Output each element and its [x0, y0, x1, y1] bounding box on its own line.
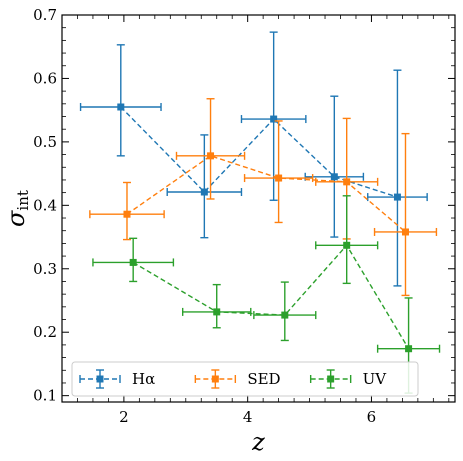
data-point	[393, 193, 401, 201]
series-line	[132, 244, 410, 350]
x-axis-label: z	[251, 428, 265, 456]
x-tick-label: 2	[119, 408, 129, 426]
data-point	[207, 152, 215, 160]
y-tick-label: 0.7	[33, 6, 57, 24]
legend-label: SED	[247, 370, 280, 388]
y-axis-label-symbol: σ	[2, 210, 30, 227]
y-axis-label: σint	[2, 190, 32, 227]
legend-marker	[327, 375, 335, 383]
legend: Hα SED UV	[71, 361, 419, 397]
data-point	[405, 345, 413, 353]
y-tick-label: 0.1	[33, 387, 57, 405]
data-point	[401, 228, 409, 236]
legend-marker	[96, 375, 104, 383]
legend-item: UV	[309, 369, 388, 389]
y-tick-label: 0.3	[33, 260, 57, 278]
data-point	[213, 308, 221, 316]
series-line	[126, 155, 406, 233]
series-line	[120, 106, 398, 198]
data-point	[275, 174, 283, 182]
data-point	[117, 103, 125, 111]
legend-item: Hα	[79, 369, 155, 389]
legend-marker	[211, 375, 219, 383]
axes-frame	[61, 14, 456, 403]
legend-label: Hα	[132, 370, 155, 388]
data-point	[123, 210, 131, 218]
data-point	[343, 178, 351, 186]
data-point	[343, 241, 351, 249]
y-tick-label: 0.5	[33, 133, 57, 151]
series-2	[89, 98, 438, 297]
y-tick-label: 0.6	[33, 69, 57, 87]
data-point	[200, 188, 208, 196]
data-point	[129, 258, 137, 266]
y-tick-label: 0.2	[33, 323, 57, 341]
ticks-layer: 2 4 6 0.1 0.2 0.3 0.4 0.5 0.6 0.7	[33, 6, 455, 426]
data-point	[330, 173, 338, 181]
x-tick-label: 4	[243, 408, 253, 426]
series-layer	[79, 31, 441, 394]
y-tick-label: 0.4	[33, 196, 57, 214]
data-point	[281, 311, 289, 319]
x-tick-label: 6	[367, 408, 377, 426]
y-axis-label-subscript: int	[14, 190, 32, 211]
legend-label: UV	[363, 370, 388, 388]
legend-item: SED	[194, 369, 281, 389]
data-point	[270, 115, 278, 123]
series-1	[79, 31, 428, 287]
